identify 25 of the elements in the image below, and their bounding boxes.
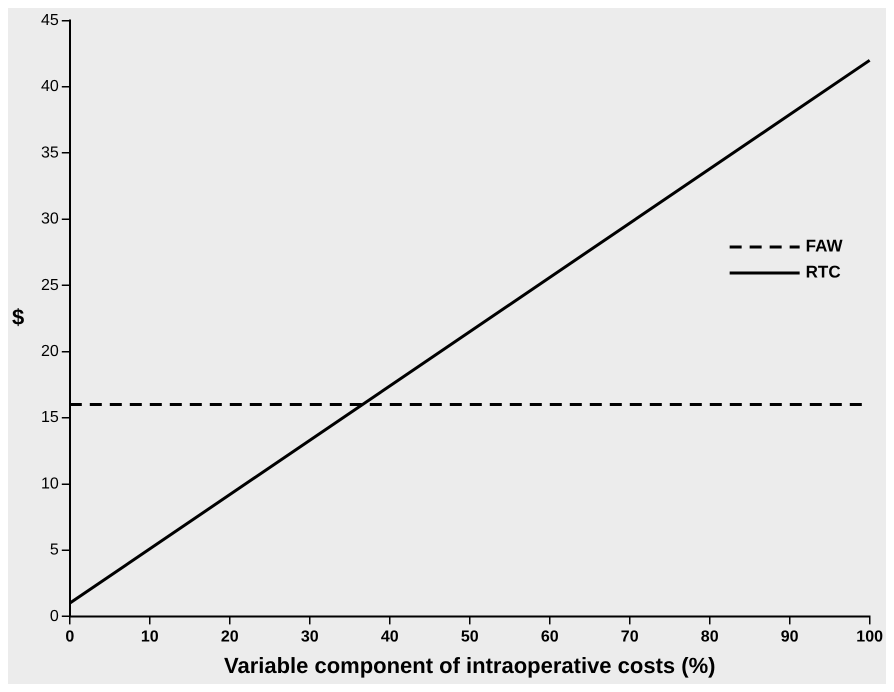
- y-tick-label: 35: [41, 144, 59, 162]
- x-tick-label: 60: [540, 628, 559, 646]
- legend-label: RTC: [806, 262, 841, 282]
- y-tick-label: 30: [41, 210, 59, 228]
- y-axis-title: $: [12, 304, 24, 330]
- x-tick-label: 90: [780, 628, 799, 646]
- y-tick-label: 0: [50, 608, 59, 625]
- x-tick-label: 100: [856, 628, 884, 646]
- y-tick-label: 15: [41, 409, 59, 426]
- y-tick-label: 10: [41, 475, 59, 492]
- x-tick-label: 20: [220, 628, 239, 646]
- x-tick-label: 30: [300, 628, 319, 646]
- y-tick-label: 5: [50, 542, 59, 559]
- x-tick-label: 50: [460, 628, 479, 646]
- y-tick-label: 25: [41, 276, 59, 294]
- y-tick-label: 45: [41, 12, 59, 30]
- y-tick-label: 20: [41, 343, 59, 360]
- x-tick-label: 70: [620, 628, 639, 646]
- x-tick-label: 80: [700, 628, 719, 646]
- y-tick-label: 40: [41, 78, 59, 96]
- legend-label: FAW: [806, 236, 844, 256]
- x-axis-title: Variable component of intraoperative costs (%): [224, 652, 716, 678]
- x-tick-label: 40: [380, 628, 399, 646]
- x-tick-label: 10: [140, 628, 159, 646]
- x-tick-label: 0: [65, 628, 74, 646]
